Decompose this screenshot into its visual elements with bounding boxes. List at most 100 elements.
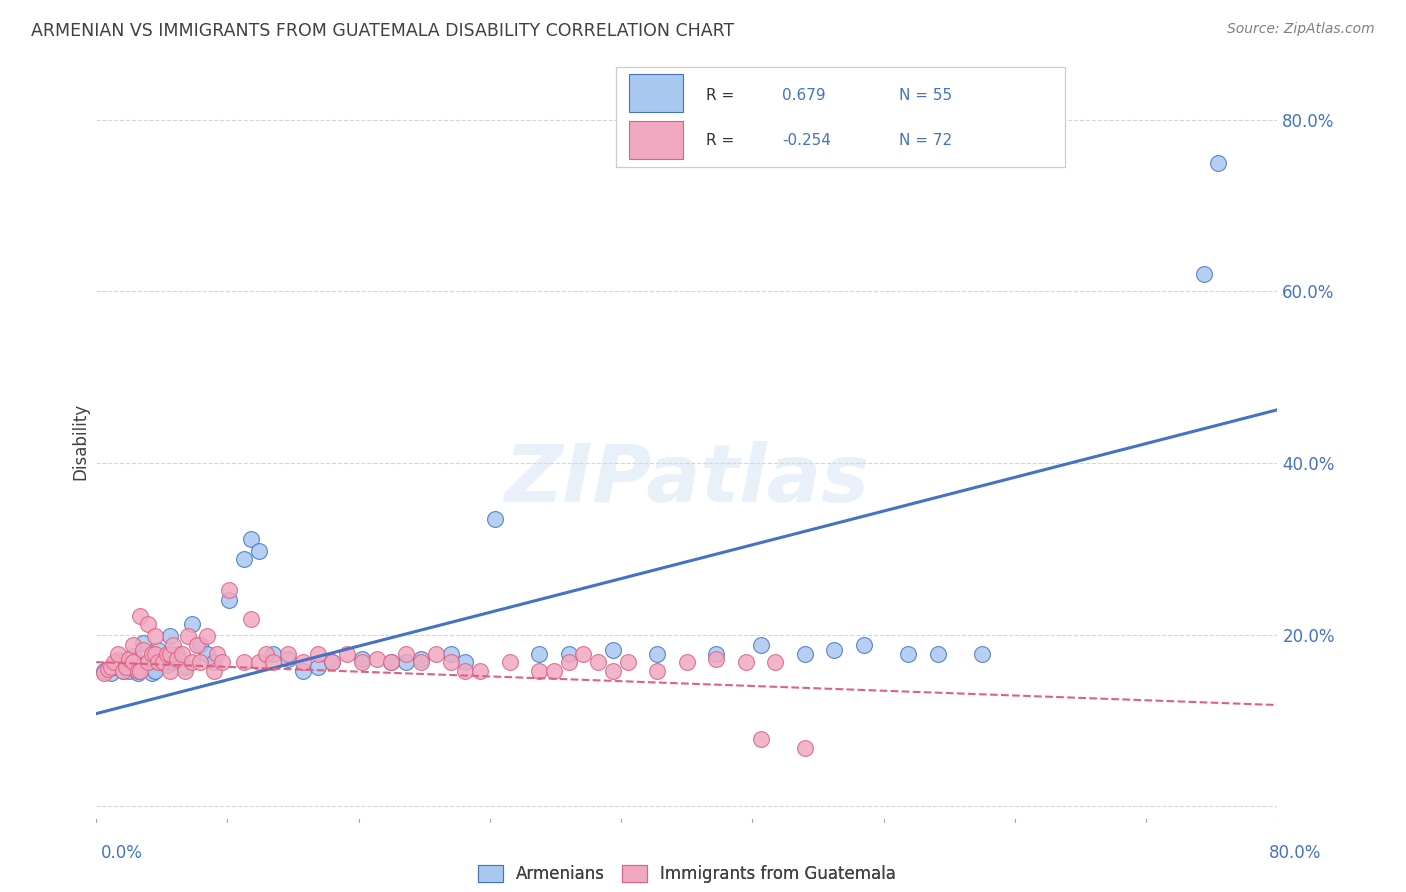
Text: ZIPatlas: ZIPatlas	[505, 441, 869, 519]
Point	[118, 664, 141, 678]
Point	[734, 655, 756, 669]
Point	[366, 651, 388, 665]
Point	[114, 657, 136, 672]
Point	[307, 660, 329, 674]
Point	[336, 647, 359, 661]
Point	[247, 655, 270, 669]
Point	[704, 651, 727, 665]
Point	[114, 660, 136, 674]
Point	[277, 647, 299, 661]
Point	[247, 543, 270, 558]
Point	[409, 655, 432, 669]
Point	[129, 608, 152, 623]
Point	[380, 655, 402, 669]
Point	[166, 647, 188, 661]
Point	[100, 666, 122, 681]
Point	[156, 657, 179, 672]
Point	[254, 647, 277, 661]
Point	[645, 664, 668, 678]
Point	[852, 638, 875, 652]
Point	[262, 655, 284, 669]
Point	[195, 647, 218, 661]
Point	[572, 647, 595, 661]
Point	[395, 647, 418, 661]
Point	[132, 636, 155, 650]
Point	[218, 593, 240, 607]
Point	[148, 655, 170, 669]
Point	[143, 664, 166, 678]
Point	[107, 647, 129, 661]
Point	[111, 664, 134, 678]
Point	[262, 647, 284, 661]
Point	[93, 664, 115, 678]
Point	[122, 649, 145, 664]
Point	[202, 664, 225, 678]
Point	[118, 651, 141, 665]
Point	[162, 655, 184, 669]
Text: Source: ZipAtlas.com: Source: ZipAtlas.com	[1227, 22, 1375, 37]
Point	[307, 647, 329, 661]
Point	[129, 660, 152, 674]
Point	[675, 655, 697, 669]
Point	[141, 647, 163, 661]
Point	[173, 660, 195, 674]
Point	[586, 655, 609, 669]
Legend: Armenians, Immigrants from Guatemala: Armenians, Immigrants from Guatemala	[470, 856, 904, 891]
Point	[103, 655, 125, 669]
Point	[136, 617, 159, 632]
Point	[159, 664, 181, 678]
Point	[543, 664, 565, 678]
Point	[557, 655, 579, 669]
Point	[240, 612, 263, 626]
Y-axis label: Disability: Disability	[72, 403, 89, 480]
Point	[173, 664, 195, 678]
Point	[395, 655, 418, 669]
Text: 0.0%: 0.0%	[101, 844, 143, 862]
Point	[136, 655, 159, 669]
Point	[202, 655, 225, 669]
Point	[152, 655, 174, 669]
Point	[188, 638, 211, 652]
Point	[484, 512, 506, 526]
Point	[132, 643, 155, 657]
Point	[454, 655, 477, 669]
Point	[616, 655, 638, 669]
Point	[763, 655, 786, 669]
Point	[897, 647, 920, 661]
Point	[291, 664, 314, 678]
Point	[195, 629, 218, 643]
Point	[232, 655, 254, 669]
Point	[103, 660, 125, 674]
Point	[454, 664, 477, 678]
Point	[127, 666, 149, 681]
Point	[97, 662, 120, 676]
Point	[498, 655, 520, 669]
Point	[439, 655, 461, 669]
Point	[240, 532, 263, 546]
Point	[602, 664, 624, 678]
Point	[148, 643, 170, 657]
Point	[111, 664, 134, 678]
Point	[527, 664, 550, 678]
Point	[380, 655, 402, 669]
Point	[793, 741, 815, 756]
Point	[127, 664, 149, 678]
Point	[321, 655, 343, 669]
Point	[188, 655, 211, 669]
Point	[602, 643, 624, 657]
Text: 80.0%: 80.0%	[1270, 844, 1322, 862]
Point	[409, 651, 432, 665]
Point	[159, 629, 181, 643]
Point	[143, 629, 166, 643]
Point	[321, 655, 343, 669]
Point	[211, 655, 233, 669]
Point	[927, 647, 949, 661]
Point	[122, 638, 145, 652]
Point	[277, 651, 299, 665]
Point	[107, 653, 129, 667]
Point	[186, 638, 208, 652]
Point	[232, 552, 254, 566]
Text: ARMENIAN VS IMMIGRANTS FROM GUATEMALA DISABILITY CORRELATION CHART: ARMENIAN VS IMMIGRANTS FROM GUATEMALA DI…	[31, 22, 734, 40]
Point	[97, 662, 120, 676]
Point	[468, 664, 491, 678]
